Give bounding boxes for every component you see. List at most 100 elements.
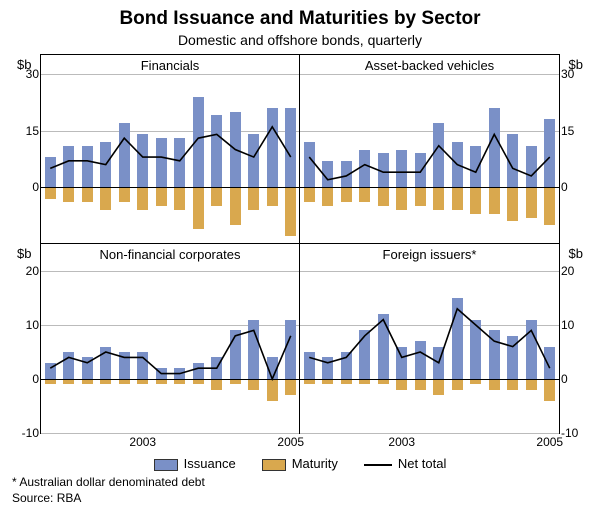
issuance-bar — [267, 108, 278, 187]
maturity-bar — [267, 379, 278, 401]
issuance-bar — [396, 347, 407, 379]
issuance-bar — [211, 115, 222, 187]
issuance-bar — [156, 138, 167, 187]
maturity-bar — [193, 187, 204, 229]
maturity-bar — [211, 379, 222, 390]
issuance-bar — [267, 357, 278, 379]
xtick-label: 2003 — [388, 435, 415, 449]
net-total-line — [41, 55, 300, 244]
panel-title: Asset-backed vehicles — [300, 58, 559, 73]
maturity-bar — [415, 379, 426, 390]
issuance-bar — [415, 153, 426, 187]
y-unit: $b — [569, 57, 583, 72]
issuance-bar — [193, 97, 204, 188]
issuance-bar — [174, 368, 185, 379]
issuance-bar — [248, 134, 259, 187]
maturity-bar — [341, 187, 352, 202]
issuance-bar — [230, 112, 241, 188]
maturity-bar — [544, 379, 555, 401]
issuance-bar — [378, 314, 389, 379]
maturity-bar — [452, 187, 463, 210]
maturity-bar — [322, 187, 333, 206]
issuance-bar — [341, 352, 352, 379]
panel-financials: 01530$bFinancials — [41, 55, 300, 244]
ytick-label: 15 — [15, 124, 39, 138]
maturity-bar — [415, 187, 426, 206]
panel-title: Non-financial corporates — [41, 247, 299, 262]
xtick-label: 2003 — [129, 435, 156, 449]
issuance-bar — [526, 146, 537, 188]
maturity-bar — [100, 187, 111, 210]
maturity-bar — [82, 187, 93, 202]
issuance-bar — [341, 161, 352, 187]
issuance-bar — [193, 363, 204, 379]
issuance-bar — [45, 363, 56, 379]
maturity-bar — [248, 379, 259, 390]
panel-title: Financials — [41, 58, 299, 73]
maturity-bar — [433, 187, 444, 210]
issuance-bar — [82, 146, 93, 188]
ytick-label: 0 — [15, 180, 39, 194]
chart-container: Bond Issuance and Maturities by Sector D… — [0, 0, 600, 524]
ytick-label: 10 — [561, 318, 585, 332]
ytick-label: 0 — [561, 180, 585, 194]
chart-title: Bond Issuance and Maturities by Sector — [12, 8, 588, 30]
issuance-bar — [63, 146, 74, 188]
xtick-label: 2005 — [536, 435, 563, 449]
issuance-bar — [100, 347, 111, 379]
maturity-bar — [544, 187, 555, 225]
issuance-bar — [285, 320, 296, 379]
maturity-bar — [396, 379, 407, 390]
ytick-label: 0 — [561, 372, 585, 386]
panel-asset-backed-vehicles: 01530$bAsset-backed vehicles — [300, 55, 559, 244]
net-total-line — [41, 244, 300, 433]
maturity-bar — [174, 187, 185, 210]
maturity-bar — [119, 187, 130, 202]
issuance-bar — [248, 320, 259, 379]
maturity-bar — [359, 187, 370, 202]
issuance-bar — [544, 347, 555, 379]
issuance-bar — [489, 330, 500, 379]
issuance-bar — [119, 123, 130, 187]
ytick-label: -10 — [15, 426, 39, 440]
maturity-bar — [267, 187, 278, 206]
maturity-bar — [489, 379, 500, 390]
issuance-bar — [304, 352, 315, 379]
maturity-bar — [63, 187, 74, 202]
legend-net: Net total — [364, 456, 446, 471]
maturity-bar — [526, 379, 537, 390]
issuance-bar — [452, 142, 463, 187]
panel-title: Foreign issuers* — [300, 247, 559, 262]
issuance-bar — [211, 357, 222, 379]
maturity-bar — [211, 187, 222, 206]
issuance-bar — [433, 347, 444, 379]
maturity-bar — [248, 187, 259, 210]
issuance-bar — [396, 150, 407, 188]
maturity-bar — [489, 187, 500, 213]
net-total-line — [300, 55, 559, 244]
legend-maturity: Maturity — [262, 456, 338, 471]
maturity-bar — [45, 187, 56, 198]
issuance-bar — [174, 138, 185, 187]
issuance-bar — [304, 142, 315, 187]
maturity-bar — [470, 187, 481, 213]
panel-non-financial-corporates: -1001020$bNon-financial corporates200320… — [41, 244, 300, 433]
issuance-bar — [156, 368, 167, 379]
maturity-bar — [156, 187, 167, 206]
ytick-label: 0 — [15, 372, 39, 386]
maturity-bar — [526, 187, 537, 217]
legend-issuance: Issuance — [154, 456, 236, 471]
issuance-bar — [489, 108, 500, 187]
issuance-bar — [119, 352, 130, 379]
ytick-label: -10 — [561, 426, 585, 440]
maturity-bar — [304, 187, 315, 202]
issuance-bar — [359, 330, 370, 379]
maturity-bar — [137, 187, 148, 210]
maturity-bar — [507, 379, 518, 390]
ytick-label: 10 — [15, 318, 39, 332]
ytick-label: 20 — [561, 264, 585, 278]
net-total-line — [300, 244, 559, 433]
y-unit: $b — [17, 57, 31, 72]
issuance-bar — [507, 134, 518, 187]
maturity-bar — [452, 379, 463, 390]
